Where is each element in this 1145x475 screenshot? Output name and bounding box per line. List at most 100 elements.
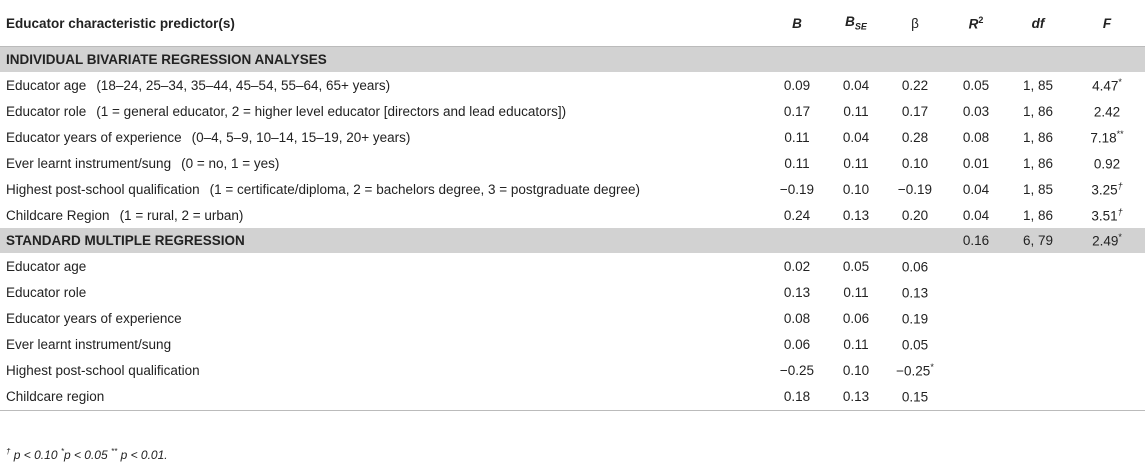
model-f-cell: 2.49* [1069,228,1145,253]
header-r2: R2 [945,0,1007,47]
f-value: 3.51 [1091,208,1118,224]
empty-cell [1007,331,1069,357]
predictor-cell: Childcare Region (1 = rural, 2 = urban) [0,202,767,228]
beta-cell: 0.06 [885,253,945,279]
empty-cell [1069,383,1145,411]
f-significance: ** [1116,128,1124,139]
table-row: Childcare Region (1 = rural, 2 = urban) 0… [0,202,1145,228]
predictor-label: Educator role [6,103,87,119]
f-value: 0.92 [1093,156,1121,172]
empty-cell [1007,279,1069,305]
bse-cell: 0.05 [842,258,870,274]
b-cell: −0.25 [779,362,815,378]
b-cell: 0.18 [767,383,827,411]
table-row: Highest post-school qualification (1 = ce… [0,176,1145,202]
predictor-coding: (0–4, 5–9, 10–14, 15–19, 20+ years) [191,129,411,145]
f-cell: 4.47* [1069,72,1145,98]
beta-cell: 0.19 [885,305,945,331]
b-cell: 0.02 [783,258,811,274]
predictor-label: Childcare Region [6,207,110,223]
bse-cell: 0.11 [843,336,869,352]
f-cell: 7.18** [1069,124,1145,150]
beta-cell: 0.10 [901,155,929,171]
empty-cell [945,305,1007,331]
header-bse-main: B [845,14,855,30]
beta-value: 0.05 [901,337,929,353]
table-row: Ever learnt instrument/sung 0.06 0.11 0.… [0,331,1145,357]
predictor-coding: (1 = general educator, 2 = higher level … [96,103,567,119]
table-row: Educator role 0.13 0.11 0.13 [0,279,1145,305]
f-value: 4.47 [1092,78,1119,94]
f-value: 2.42 [1093,104,1121,120]
predictor-coding: (18–24, 25–34, 35–44, 45–54, 55–64, 65+ … [96,77,391,93]
regression-table: Educator characteristic predictor(s) B B… [0,0,1145,411]
predictor-cell: Ever learnt instrument/sung (0 = no, 1 = … [0,150,767,176]
empty-cell [945,331,1007,357]
header-row: Educator characteristic predictor(s) B B… [0,0,1145,47]
f-significance: † [1117,206,1123,217]
header-beta: β [885,0,945,47]
bse-cell: 0.06 [842,310,870,326]
beta-cell: 0.13 [885,279,945,305]
bse-cell: 0.11 [843,103,869,119]
beta-value: 0.13 [901,285,929,301]
empty-cell [945,383,1007,411]
b-cell: 0.13 [783,284,811,300]
table-row: Educator years of experience 0.08 0.06 0… [0,305,1145,331]
section-row-bivariate: INDIVIDUAL BIVARIATE REGRESSION ANALYSES [0,46,1145,72]
bse-cell: 0.04 [842,129,870,145]
table-row: Childcare region 0.18 0.13 0.15 [0,383,1145,411]
predictor-label: Educator role [6,284,87,300]
beta-cell: 0.22 [901,77,929,93]
header-b: B [767,0,827,47]
f-value: 3.25 [1091,182,1118,198]
beta-cell: −0.19 [897,181,933,197]
empty-cell [1007,253,1069,279]
empty-cell [945,357,1007,383]
b-cell: 0.11 [784,155,810,171]
df-cell: 1, 86 [1022,207,1054,223]
df-cell: 1, 85 [1022,181,1054,197]
bse-cell: 0.11 [843,284,869,300]
predictor-label: Highest post-school qualification [6,362,200,378]
header-df: df [1007,0,1069,47]
section-row-multiple: STANDARD MULTIPLE REGRESSION 0.16 6, 79 … [0,228,1145,253]
table-row: Ever learnt instrument/sung (0 = no, 1 = … [0,150,1145,176]
section-title-multiple: STANDARD MULTIPLE REGRESSION [0,228,945,253]
predictor-cell: Educator years of experience (0–4, 5–9, 1… [0,124,767,150]
beta-value: 0.06 [901,259,929,275]
bse-cell: 0.13 [842,207,870,223]
beta-cell: 0.20 [901,207,929,223]
df-cell: 1, 86 [1022,129,1054,145]
model-f-significance: * [1118,232,1122,243]
predictor-label: Highest post-school qualification [6,181,200,197]
beta-value: −0.25 [896,363,931,379]
header-bse-sub: SE [854,21,867,32]
model-f-value: 2.49 [1092,233,1119,249]
model-r2-cell: 0.16 [945,228,1007,253]
bse-cell: 0.13 [827,383,885,411]
predictor-label: Educator age [6,77,87,93]
b-cell: 0.09 [783,77,811,93]
header-r2-main: R [968,16,979,32]
significance-footnote: † p < 0.10 *p < 0.05 ** p < 0.01. [6,447,168,462]
footnote-star: * [60,447,64,456]
r2-cell: 0.08 [962,129,990,145]
beta-cell: −0.25* [885,357,945,383]
table-row: Educator years of experience (0–4, 5–9, 1… [0,124,1145,150]
beta-cell: 0.05 [885,331,945,357]
predictor-label: Educator years of experience [6,310,182,326]
empty-cell [1069,305,1145,331]
empty-cell [1007,383,1069,411]
b-cell: 0.06 [783,336,811,352]
header-bse: BSE [827,0,885,47]
bse-cell: 0.10 [842,181,870,197]
predictor-label: Educator years of experience [6,129,182,145]
footnote-text-1: p < 0.10 [10,448,61,462]
empty-cell [1069,253,1145,279]
table-row: Highest post-school qualification −0.25 … [0,357,1145,383]
predictor-cell: Highest post-school qualification (1 = ce… [0,176,767,202]
predictor-cell: Educator age (18–24, 25–34, 35–44, 45–54,… [0,72,767,98]
bse-cell: 0.11 [843,155,869,171]
